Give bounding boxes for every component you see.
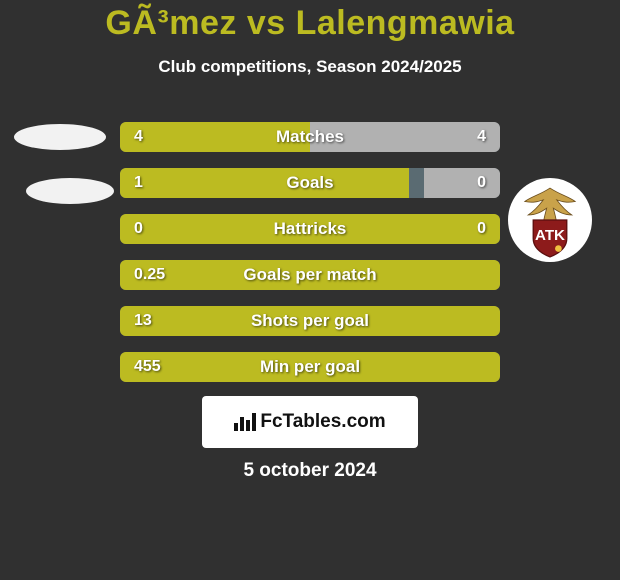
- stat-label: Min per goal: [260, 357, 360, 377]
- stat-value-right: 0: [477, 174, 486, 192]
- subtitle: Club competitions, Season 2024/2025: [0, 57, 620, 77]
- stat-row: 13 Shots per goal: [120, 306, 500, 336]
- snapshot-date: 5 october 2024: [0, 460, 620, 482]
- logo-text: FcTables.com: [234, 411, 385, 433]
- stat-value-left: 1: [134, 174, 143, 192]
- stat-row: 455 Min per goal: [120, 352, 500, 382]
- comparison-chart: 4 4 Matches 1 0 Goals 0 0 Hattricks 0.25 Goals per…: [120, 122, 500, 398]
- stat-fill-right: [424, 168, 500, 198]
- stat-label: Goals per match: [243, 265, 376, 285]
- stat-row: 1 0 Goals: [120, 168, 500, 198]
- page-title: GÃ³mez vs Lalengmawia: [0, 0, 620, 43]
- stat-value-left: 0: [134, 220, 143, 238]
- stat-label: Matches: [276, 127, 344, 147]
- stat-value-left: 0.25: [134, 266, 165, 284]
- crest-text: ATK: [535, 227, 565, 244]
- stat-row: 4 4 Matches: [120, 122, 500, 152]
- stat-value-right: 0: [477, 220, 486, 238]
- bars-icon: [234, 413, 256, 431]
- stat-label: Goals: [286, 173, 333, 193]
- stat-fill-left: [120, 168, 409, 198]
- fctables-logo: FcTables.com: [202, 396, 418, 448]
- stat-label: Hattricks: [274, 219, 347, 239]
- stat-label: Shots per goal: [251, 311, 369, 331]
- stat-value-left: 13: [134, 312, 152, 330]
- logo-label: FcTables.com: [260, 411, 385, 433]
- team-badge-left-2: [26, 178, 114, 204]
- stat-value-right: 4: [477, 128, 486, 146]
- team-badge-left-1: [14, 124, 106, 150]
- stat-row: 0 0 Hattricks: [120, 214, 500, 244]
- stat-row: 0.25 Goals per match: [120, 260, 500, 290]
- stat-value-left: 4: [134, 128, 143, 146]
- shield-icon: ATK: [533, 220, 567, 257]
- team-crest-right: ATK: [508, 178, 592, 262]
- stat-value-left: 455: [134, 358, 161, 376]
